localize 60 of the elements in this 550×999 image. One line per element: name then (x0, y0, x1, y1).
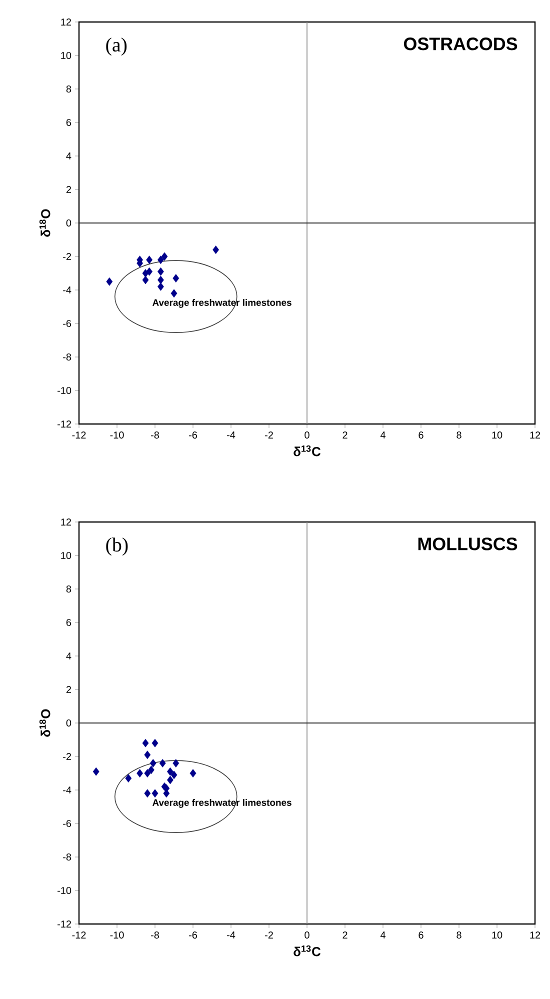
y-tick-label: -8 (63, 853, 72, 861)
x-tick-label: -4 (227, 932, 236, 938)
y-tick-label: 4 (66, 652, 72, 660)
y-tick-label: 12 (61, 518, 71, 526)
x-tick-label: -2 (265, 432, 273, 438)
x-tick-label: 0 (304, 432, 310, 439)
y-tick-label: -4 (63, 786, 72, 794)
y-tick-label: -10 (58, 386, 72, 394)
x-tick-label: -6 (189, 432, 197, 439)
y-tick-label: -12 (58, 420, 71, 428)
x-tick-label: 2 (342, 432, 348, 438)
y-tick-label: 4 (66, 152, 72, 160)
x-tick-label: -6 (189, 932, 197, 939)
x-tick-label: -8 (151, 932, 159, 939)
y-tick-label: -2 (63, 253, 71, 260)
annotation: (a) (106, 38, 127, 56)
y-tick-label: 8 (66, 585, 72, 593)
x-tick-label: 8 (456, 432, 462, 439)
x-tick-label: 12 (530, 432, 540, 438)
y-tick-label: -4 (63, 286, 72, 294)
x-tick-label: 10 (492, 932, 502, 939)
x-tick-label: -2 (265, 932, 273, 938)
x-tick-label: 6 (418, 432, 424, 439)
y-tick-label: 2 (66, 186, 71, 193)
y-tick-label: 8 (66, 85, 72, 93)
y-tick-label: -6 (63, 320, 72, 328)
y-tick-label: 6 (66, 118, 72, 126)
x-tick-label: 6 (418, 932, 424, 939)
x-tick-label: 12 (530, 932, 540, 938)
x-tick-label: -10 (110, 432, 124, 439)
y-tick-label: 10 (61, 52, 72, 60)
y-tick-label: -12 (58, 920, 71, 928)
x-axis-title: δ$^{13}$C (294, 445, 321, 456)
y-tick-label: 0 (66, 219, 72, 227)
y-tick-label: 6 (66, 618, 72, 626)
x-tick-label: 0 (304, 932, 310, 939)
x-tick-label: -12 (72, 432, 86, 438)
text: OSTRACODS (404, 38, 518, 50)
y-tick-label: -2 (63, 753, 71, 760)
y-tick-label: -10 (58, 886, 72, 894)
x-tick-label: 8 (456, 932, 462, 939)
x-tick-label: 4 (380, 932, 386, 938)
x-tick-label: -10 (110, 932, 124, 939)
y-tick-label: 10 (61, 552, 72, 560)
x-tick-label: 2 (342, 932, 348, 938)
y-tick-label: -6 (63, 820, 72, 828)
y-axis-title: δ$^{18}$O (39, 209, 50, 237)
text: MOLLUSCS (418, 538, 518, 550)
x-tick-label: 10 (492, 432, 502, 439)
y-tick-label: 12 (61, 18, 71, 26)
y-tick-label: -8 (63, 353, 72, 361)
y-axis-title: δ$^{18}$O (39, 709, 50, 737)
x-tick-label: -12 (72, 932, 86, 938)
x-tick-label: 4 (380, 432, 386, 438)
x-tick-label: -8 (151, 432, 159, 439)
y-tick-label: 0 (66, 719, 72, 727)
annotation: (b) (106, 538, 128, 556)
x-tick-label: -4 (227, 432, 236, 438)
x-axis-title: δ$^{13}$C (294, 945, 321, 956)
y-tick-label: 2 (66, 686, 71, 693)
